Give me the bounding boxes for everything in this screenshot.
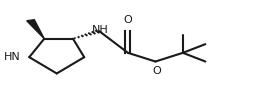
- Text: NH: NH: [92, 25, 109, 35]
- Text: O: O: [152, 66, 161, 76]
- Text: O: O: [124, 15, 132, 25]
- Polygon shape: [27, 20, 44, 39]
- Text: HN: HN: [4, 52, 20, 62]
